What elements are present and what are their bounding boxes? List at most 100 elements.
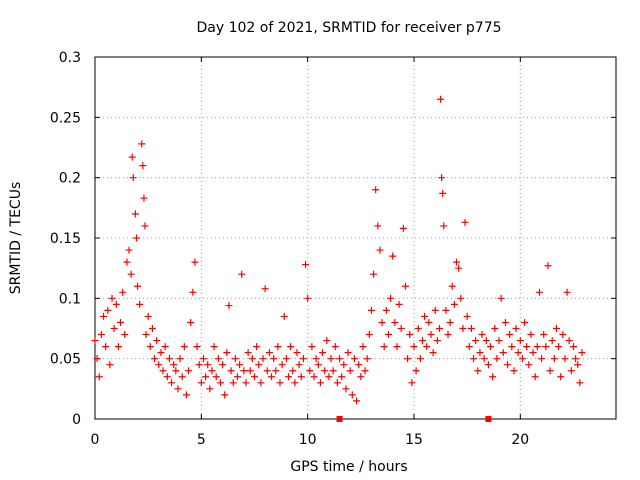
data-point	[174, 385, 182, 393]
data-point	[287, 343, 295, 351]
data-point	[253, 343, 261, 351]
data-point	[453, 258, 461, 266]
data-point	[193, 343, 201, 351]
data-point	[231, 355, 239, 363]
data-point	[384, 331, 392, 339]
data-point	[459, 325, 467, 332]
data-point	[134, 282, 142, 290]
data-point	[141, 222, 149, 230]
data-point	[546, 367, 554, 375]
data-point	[482, 337, 490, 345]
data-point	[244, 349, 252, 357]
data-point	[185, 367, 193, 375]
data-point	[574, 361, 582, 369]
data-point	[159, 367, 167, 375]
data-point	[299, 355, 307, 363]
data-point	[148, 325, 156, 332]
data-point	[91, 337, 99, 345]
data-point	[370, 270, 378, 278]
data-point	[210, 343, 218, 351]
data-point	[484, 361, 492, 369]
data-point	[336, 355, 344, 363]
data-point	[138, 140, 146, 148]
x-axis-label: GPS time / hours	[290, 459, 407, 475]
data-point	[285, 373, 293, 381]
data-point	[340, 361, 348, 369]
data-point	[439, 189, 447, 197]
data-point	[399, 224, 407, 232]
data-point	[518, 355, 526, 363]
data-point	[229, 379, 237, 387]
data-point	[195, 361, 203, 369]
data-point	[323, 337, 331, 345]
data-point	[542, 343, 550, 351]
data-point	[102, 343, 110, 351]
data-point	[119, 288, 127, 296]
axis-ticks	[94, 56, 616, 420]
data-point	[270, 355, 278, 363]
data-point	[106, 361, 114, 369]
data-point	[395, 300, 403, 308]
data-point	[412, 367, 420, 375]
data-point	[457, 294, 465, 302]
data-point	[180, 343, 188, 351]
y-tick-label: 0	[72, 412, 81, 428]
data-point	[291, 379, 299, 387]
data-point	[155, 361, 163, 369]
data-point	[282, 355, 290, 363]
data-point	[312, 355, 320, 363]
data-point	[391, 318, 399, 326]
data-point	[240, 367, 248, 375]
data-point	[110, 325, 118, 332]
data-point	[512, 325, 520, 332]
data-point	[259, 355, 267, 363]
data-point	[555, 343, 563, 351]
data-point	[463, 312, 471, 320]
x-tick-label: 10	[299, 432, 317, 448]
data-point	[569, 343, 577, 351]
data-point	[216, 379, 224, 387]
data-point	[227, 367, 235, 375]
data-point	[480, 355, 488, 363]
data-point	[442, 306, 450, 314]
data-point	[93, 355, 101, 363]
data-point	[144, 312, 152, 320]
data-point	[535, 288, 543, 296]
data-point	[95, 373, 103, 381]
data-point	[295, 361, 303, 369]
data-point	[525, 361, 533, 369]
data-point	[306, 367, 314, 375]
data-point	[132, 234, 140, 242]
data-point	[280, 312, 288, 320]
data-point	[202, 373, 210, 381]
data-point	[170, 361, 178, 369]
data-point	[157, 349, 165, 357]
data-point	[191, 258, 199, 266]
data-point	[208, 367, 216, 375]
data-point	[465, 343, 473, 351]
data-point	[265, 349, 273, 357]
data-point	[178, 373, 186, 381]
y-tick-label: 0.05	[50, 352, 81, 368]
data-point	[578, 349, 586, 357]
data-point	[437, 95, 445, 103]
data-point	[435, 325, 443, 332]
data-point	[176, 355, 184, 363]
data-point	[397, 325, 405, 332]
data-point	[250, 373, 258, 381]
data-point	[378, 318, 386, 326]
data-point	[508, 343, 516, 351]
data-point	[233, 373, 241, 381]
data-point	[308, 343, 316, 351]
y-tick-label: 0.3	[59, 50, 81, 66]
y-tick-label: 0.1	[59, 291, 81, 307]
data-points	[91, 95, 586, 422]
y-axis-label: SRMTID / TECUs	[8, 182, 24, 295]
data-point	[223, 349, 231, 357]
data-point	[310, 373, 318, 381]
data-point	[257, 379, 265, 387]
data-point	[225, 302, 233, 310]
data-point	[559, 331, 567, 339]
data-point	[410, 343, 418, 351]
data-point	[461, 218, 469, 226]
